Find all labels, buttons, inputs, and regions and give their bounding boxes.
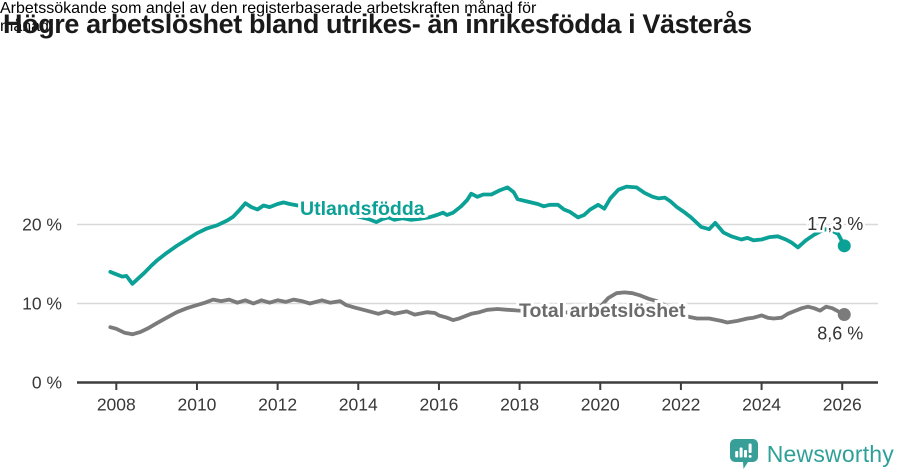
- series-line-total: [108, 290, 847, 337]
- chart-title: Högre arbetslöshet bland utrikes- än inr…: [3, 9, 752, 39]
- series-endpoint-utlandsfodda: [837, 239, 851, 253]
- series-label-utlandsfodda: Utlandsfödda: [300, 198, 425, 220]
- chart-subtitle-line2: månad.: [0, 18, 54, 35]
- newsworthy-logo[interactable]: Newsworthy: [729, 438, 894, 470]
- x-tick-label: 2016: [419, 395, 458, 415]
- x-tick-label: 2008: [97, 395, 136, 415]
- chart-subtitle-line1: Arbetssökande som andel av den registerb…: [0, 0, 537, 17]
- x-tick-label: 2014: [339, 395, 378, 415]
- gridlines: [77, 223, 878, 305]
- x-tick-label: 2020: [581, 395, 620, 415]
- x-tick-label: 2026: [823, 395, 862, 415]
- x-tick-label: 2010: [177, 395, 216, 415]
- newsworthy-icon: [729, 439, 758, 469]
- y-tick-label: 10 %: [22, 294, 62, 314]
- x-tick-label: 2012: [258, 395, 297, 415]
- value-label-utlandsfodda: 17,3 %: [807, 214, 863, 234]
- y-tick-label: 0 %: [32, 373, 62, 393]
- y-tick-label: 20 %: [22, 215, 62, 235]
- series-endpoint-total: [837, 308, 851, 322]
- series-lines: [108, 184, 851, 337]
- value-label-total: 8,6 %: [817, 324, 863, 344]
- axes: [77, 381, 878, 390]
- series-label-total: Total arbetslöshet: [519, 300, 686, 322]
- chart-labels: 0 % 10 % 20 % 2008 2010 2012 2014 2016 2018 2020 2…: [22, 195, 866, 415]
- x-tick-label: 2024: [742, 395, 781, 415]
- series-line-utlandsfodda: [108, 184, 847, 286]
- newsworthy-wordmark: Newsworthy: [766, 440, 894, 467]
- x-tick-label: 2022: [661, 395, 700, 415]
- x-tick-label: 2018: [500, 395, 539, 415]
